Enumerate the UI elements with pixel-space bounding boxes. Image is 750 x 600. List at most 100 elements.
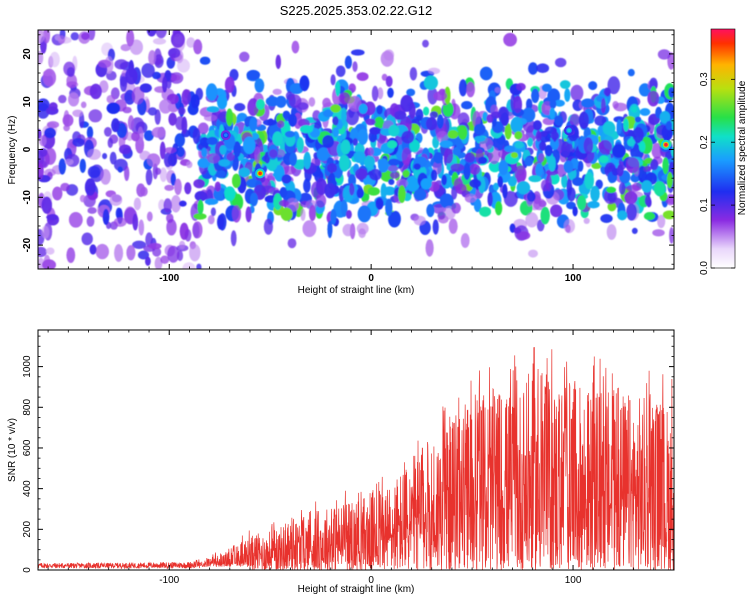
spectrogram-cell [627,138,636,147]
spectrogram-cell [549,137,559,151]
spectrogram-cell [282,110,290,120]
spectrogram-cell [643,212,656,221]
spectrogram-cell [555,57,567,68]
snr-panel: -100 0 100 0 200 400 600 800 1000 Height of str… [7,329,675,595]
spectrogram-cell [400,94,414,112]
spectrogram-cell [607,192,617,203]
spectrogram-cell [618,182,626,195]
snr-x-ticks: -100 0 100 [47,330,675,586]
spectrogram-cell [664,151,673,160]
snr-y-tick-label: 0 [22,567,33,573]
colorbar-label: Normalized spectral amplitude [737,80,748,215]
spectrogram-cell [436,114,444,129]
snr-y-ticks: 0 200 400 600 800 1000 [22,335,674,573]
spectrogram-cell [497,175,504,188]
spectrogram-cell [89,244,97,255]
spectrogram-cell [330,209,337,225]
spectrogram-cell [303,151,311,170]
spectrogram-cell [148,50,157,66]
spectrogram-cell [590,185,600,202]
spectrogram-cell [600,98,606,114]
spectrogram-cell [444,86,451,105]
spectrogram-cell [84,178,96,196]
spectrogram-cell [549,98,557,109]
spectrogram-cell [583,137,594,155]
spectrogram-cell [114,59,129,70]
spectrogram-cell [330,104,341,113]
snr-y-tick-label: 400 [22,480,33,497]
snr-x-tick-label: 0 [368,575,374,586]
spectrogram-cell [197,199,204,215]
spectrogram-cell [104,127,112,137]
spectrogram-cell [607,76,621,95]
spectrogram-cell [163,198,172,213]
spectrogram-x-tick-label: -100 [159,273,179,284]
spectrogram-cell [357,205,372,223]
spectrogram-cell [563,160,574,173]
spectrogram-cell [332,127,340,138]
spectrogram-cell [591,162,602,169]
spectrogram-cell [102,208,110,225]
spectrogram-peak-3 [223,133,228,137]
spectrogram-cell [226,108,233,127]
spectrogram-cell [249,192,258,207]
spectrogram-cell [288,94,302,108]
spectrogram-cell [170,173,176,186]
spectrogram-cell [164,184,175,191]
spectrogram-cell [79,194,86,203]
spectrogram-cell [167,245,180,263]
spectrogram-cell [169,74,181,81]
spectrogram-cell [561,141,571,158]
spectrogram-cell [626,157,640,174]
spectrogram-cell [178,107,186,115]
spectrogram-cell [230,230,237,247]
spectrogram-cell [126,245,136,261]
spectrogram-peak-0 [258,171,262,176]
spectrogram-cell [632,127,644,144]
spectrogram-cell [160,255,170,264]
spectrogram-cell [153,48,162,66]
spectrogram-cell [631,227,638,234]
spectrogram-cell [272,131,283,146]
spectrogram-cell [387,87,394,98]
spectrogram-cell [89,83,102,100]
spectrogram-cell [503,32,517,47]
spectrogram-cell [479,66,493,81]
spectrogram-cell [254,146,261,164]
spectrogram-cell [524,156,534,167]
spectrogram-cell [234,103,246,112]
spectrogram-cell [626,184,640,193]
spectrogram-cell [279,187,288,198]
spectrogram-cell [176,146,185,158]
spectrogram-cell [52,186,63,201]
spectrogram-cell [243,136,256,155]
colorbar-tick-label: 0.0 [699,261,710,275]
spectrogram-cell [626,203,637,221]
spectrogram-cell [122,106,132,114]
spectrogram-cell [401,147,412,166]
spectrogram-cell [488,160,501,173]
spectrogram-cell [281,174,292,184]
spectrogram-cell [139,83,152,93]
spectrogram-cell [514,131,523,140]
spectrogram-cell [525,212,539,228]
spectrogram-cell [58,94,67,104]
spectrogram-cell [478,176,486,194]
spectrogram-cell [388,124,400,137]
spectrogram-cell [155,167,162,175]
spectrogram-cell [600,214,613,223]
spectrogram-cell [280,207,293,221]
spectrogram-cell [145,168,153,186]
spectrogram-cell [210,207,216,217]
spectrogram-cell [369,168,382,181]
spectrogram-cell [341,199,348,217]
spectrogram-cell [300,125,313,134]
spectrogram-cell [413,215,426,226]
spectrogram-cell [478,156,488,164]
spectrogram-cell [109,151,117,165]
spectrogram-cell [204,198,219,205]
spectrogram-cell [549,107,555,120]
spectrogram-cell [168,47,181,59]
spectrogram-cell [388,178,395,185]
spectrogram-cell [86,126,94,139]
